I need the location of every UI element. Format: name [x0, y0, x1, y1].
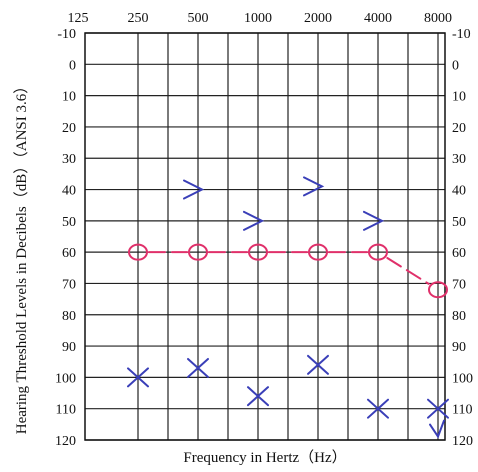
series-x: [127, 354, 449, 419]
circle-marker: [128, 243, 148, 261]
y-tick-label-right: 120: [452, 434, 473, 449]
y-tick-label-right: 30: [452, 152, 466, 167]
circle-marker: [188, 243, 208, 261]
circle-marker: [248, 243, 268, 261]
y-tick-label-left: 70: [62, 277, 76, 292]
circle-marker: [308, 243, 328, 261]
greater-than-marker: [243, 210, 265, 231]
y-tick-label-right: 50: [452, 215, 466, 230]
x-tick-label: 250: [128, 11, 149, 26]
series-checkmark: [429, 419, 445, 439]
y-tick-label-left: 40: [62, 184, 76, 199]
y-tick-label-right: 0: [452, 58, 459, 73]
x-marker: [427, 398, 449, 419]
x-marker: [367, 398, 389, 419]
y-tick-label-left: 10: [62, 90, 76, 105]
y-tick-label-left: -10: [57, 27, 76, 42]
greater-than-marker: [363, 210, 385, 231]
x-tick-label: 2000: [304, 11, 332, 26]
y-tick-label-left: 60: [62, 246, 76, 261]
y-tick-label-right: 100: [452, 371, 473, 386]
circle-marker: [428, 281, 448, 299]
y-tick-label-left: 0: [69, 58, 76, 73]
y-tick-label-left: 100: [55, 371, 76, 386]
y-tick-label-right: 60: [452, 246, 466, 261]
plot-frame: [84, 32, 446, 441]
series-circle: [128, 243, 448, 299]
y-tick-label-right: 10: [452, 90, 466, 105]
y-tick-label-left: 30: [62, 152, 76, 167]
y-tick-label-right: 80: [452, 309, 466, 324]
x-tick-label: 500: [188, 11, 209, 26]
y-tick-label-left: 110: [56, 403, 76, 418]
y-tick-label-right: -10: [452, 27, 471, 42]
y-tick-label-right: 20: [452, 121, 466, 136]
x-tick-label: 8000: [424, 11, 452, 26]
circle-marker: [368, 243, 388, 261]
x-tick-label: 1000: [244, 11, 272, 26]
x-tick-label: 4000: [364, 11, 392, 26]
y-tick-label-right: 40: [452, 184, 466, 199]
y-tick-label-right: 90: [452, 340, 466, 355]
x-marker: [247, 386, 269, 407]
check-marker: [429, 419, 445, 439]
y-tick-label-left: 90: [62, 340, 76, 355]
x-axis-label: Frequency in Hertz（Hz）: [183, 449, 346, 466]
greater-than-marker: [303, 176, 325, 197]
y-tick-label-left: 20: [62, 121, 76, 136]
greater-than-marker: [183, 179, 205, 200]
y-tick-label-left: 120: [55, 434, 76, 449]
y-tick-label-right: 70: [452, 277, 466, 292]
x-marker: [187, 357, 209, 378]
series-greater-than: [183, 176, 385, 231]
x-marker: [127, 367, 149, 388]
data-marks: [127, 176, 449, 439]
connector-line: [386, 256, 430, 285]
y-axis-label: Hearing Threshold Levels in Decibels（dB）…: [13, 79, 30, 435]
y-tick-label-left: 50: [62, 215, 76, 230]
y-tick-label-right: 110: [452, 403, 472, 418]
x-marker: [307, 354, 329, 375]
x-tick-label: 125: [68, 11, 89, 26]
y-tick-label-left: 80: [62, 309, 76, 324]
tick-labels: -10 -10 0 0 10 10 20 20 30 30 40 40 50 50 60 60 70 70 80 80…: [55, 11, 473, 449]
